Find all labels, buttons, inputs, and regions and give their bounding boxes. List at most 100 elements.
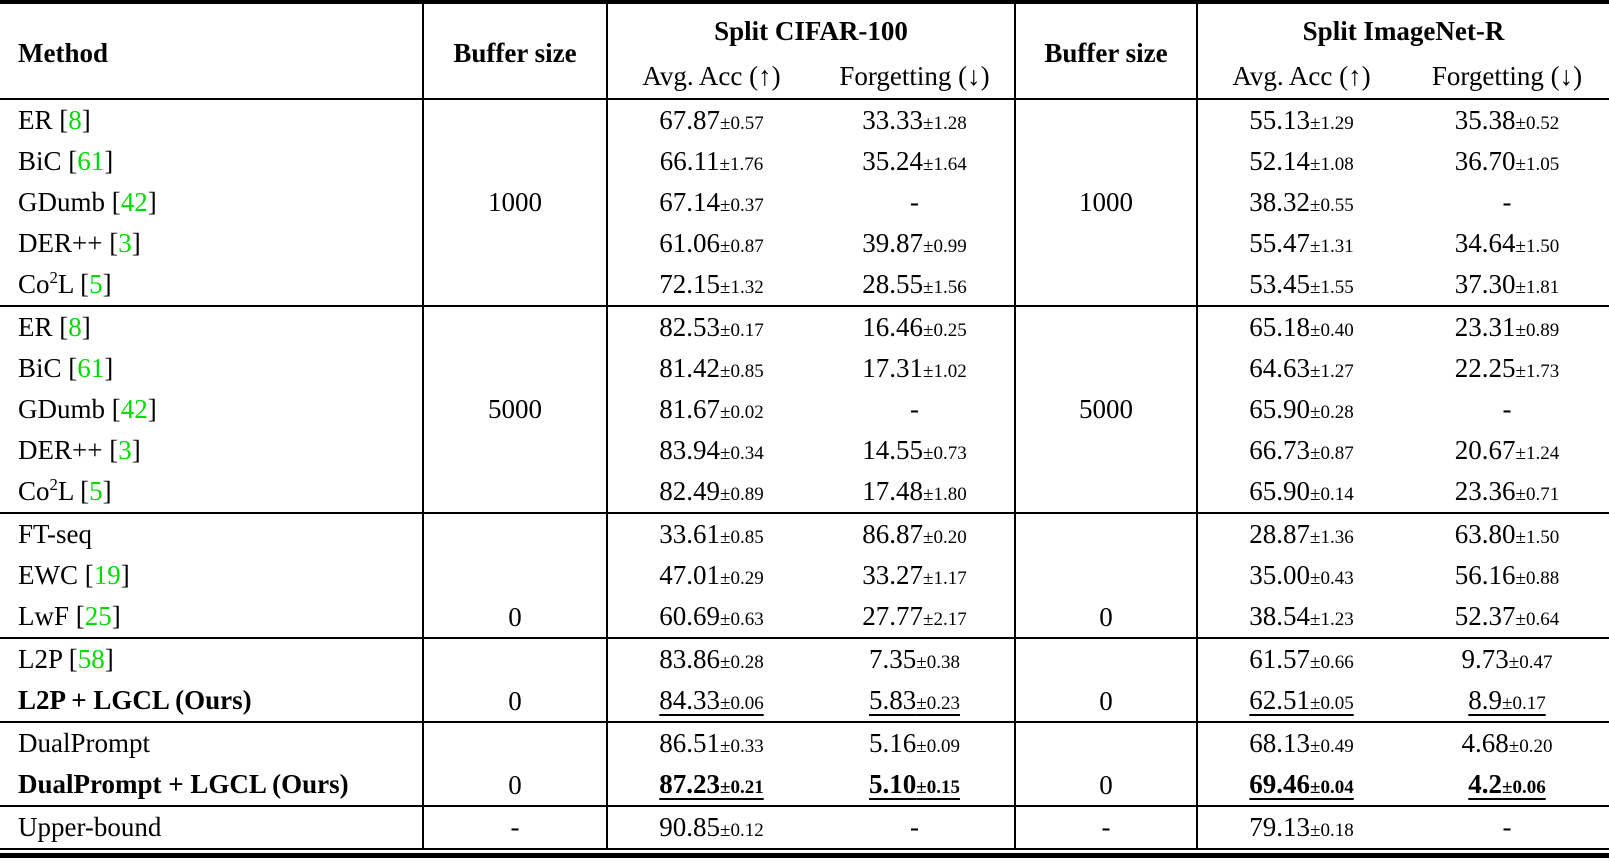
method-name: L2P (18, 644, 63, 674)
citation-link[interactable]: 25 (84, 601, 112, 631)
std-dev: ±1.80 (923, 484, 967, 505)
std-dev: ±1.17 (923, 568, 967, 589)
citation-link[interactable]: 61 (77, 353, 105, 383)
col-header-method: Method (18, 37, 108, 68)
metric-value: 69.46±0.04 (1249, 769, 1354, 799)
metric-value: 33.33±1.28 (862, 105, 967, 135)
value-cell: 81.67±0.02 (607, 389, 815, 430)
value-cell: 5.10±0.15 (815, 764, 1015, 806)
col-header-buffer-size: Buffer size (422, 2, 608, 99)
method-name: DER++ (18, 435, 103, 465)
metric-value: 27.77±2.17 (862, 601, 967, 631)
value-cell: 5.83±0.23 (815, 680, 1015, 722)
metric-value: 81.67±0.02 (659, 394, 764, 424)
value-cell: 81.42±0.85 (607, 348, 815, 389)
col-header-split-cifar-100: Split CIFAR-100 (714, 15, 908, 46)
std-dev: ±0.87 (1310, 443, 1354, 464)
metric-value: 7.35±0.38 (869, 644, 960, 674)
value-cell: 17.48±1.80 (815, 471, 1015, 513)
value-cell: 33.33±1.28 (815, 99, 1015, 141)
value-cell: 4.2±0.06 (1405, 764, 1609, 806)
method-name: GDumb (18, 187, 105, 217)
metric-value: - (910, 187, 919, 217)
citation-link[interactable]: 3 (118, 435, 132, 465)
value-cell: 5.16±0.09 (815, 721, 1016, 764)
method-cell: Co2L [5] (18, 268, 112, 299)
metric-value: 20.67±1.24 (1454, 435, 1560, 465)
buffer-size-cell-cifar: 0 (422, 637, 608, 722)
method-name: L2P + LGCL (Ours) (18, 685, 252, 715)
std-dev: ±1.36 (1310, 527, 1354, 548)
metric-value: 47.01±0.29 (659, 560, 764, 590)
metric-value: 65.90±0.28 (1249, 394, 1354, 424)
citation-link[interactable]: 19 (93, 560, 121, 590)
value-cell: 20.67±1.24 (1405, 430, 1609, 471)
std-dev: ±0.73 (923, 443, 967, 464)
metric-value: 84.33±0.06 (659, 685, 764, 715)
citation-link[interactable]: 5 (89, 269, 103, 299)
buffer-size-cell-cifar: 0 (422, 512, 608, 638)
metric-value: 83.86±0.28 (659, 644, 764, 674)
table-row: GDumb [42] 81.67±0.02 - 65.90±0.28 - (0, 389, 1609, 430)
metric-value: 33.27±1.17 (862, 560, 967, 590)
std-dev: ±1.50 (1515, 527, 1560, 548)
metric-value: 34.64±1.50 (1454, 228, 1560, 258)
buffer-size-cell-cifar: 5000 (422, 305, 608, 513)
value-cell: - (1405, 805, 1609, 849)
buffer-size-cell-imagenet: 0 (1014, 512, 1199, 638)
value-cell: 62.51±0.05 (1197, 680, 1405, 722)
value-cell: 83.86±0.28 (607, 637, 815, 680)
metric-value: - (1502, 394, 1512, 424)
std-dev: ±0.57 (720, 113, 764, 134)
value-cell: 64.63±1.27 (1197, 348, 1405, 389)
std-dev: ±1.27 (1310, 361, 1354, 382)
metric-value: 61.06±0.87 (659, 228, 764, 258)
method-name: Co (18, 269, 50, 299)
value-cell: 28.87±1.36 (1197, 512, 1406, 555)
value-cell: - (815, 805, 1016, 849)
metric-value: 82.53±0.17 (659, 312, 764, 342)
citation-link[interactable]: 8 (68, 105, 82, 135)
metric-value: 35.38±0.52 (1454, 105, 1560, 135)
method-cell: DualPrompt (0, 721, 423, 764)
value-cell: 27.77±2.17 (815, 596, 1015, 638)
std-dev: ±1.73 (1515, 361, 1560, 382)
method-name: DualPrompt (18, 728, 150, 758)
metric-value: 35.00±0.43 (1249, 560, 1354, 590)
buffer-size-cell-imagenet: 0 (1014, 721, 1199, 806)
std-dev: ±2.17 (923, 609, 967, 630)
table-row: ER [8] 5000 82.53±0.17 16.46±0.25 5000 65.18±… (0, 305, 1609, 513)
citation-link[interactable]: 58 (77, 644, 105, 674)
std-dev: ±0.05 (1310, 693, 1354, 714)
table-row: DER++ [3] 83.94±0.34 14.55±0.73 66.73±0.87 2… (0, 430, 1609, 471)
std-dev: ±0.34 (720, 443, 764, 464)
std-dev: ±1.05 (1515, 154, 1560, 175)
buffer-size-cell-imagenet: 5000 (1014, 305, 1199, 513)
std-dev: ±0.55 (1310, 195, 1354, 216)
value-cell: 86.51±0.33 (607, 721, 815, 764)
metric-value: 28.55±1.56 (862, 269, 967, 299)
metric-value: 9.73±0.47 (1461, 644, 1553, 674)
metric-value: 60.69±0.63 (659, 601, 764, 631)
buffer-size-cell-imagenet: 1000 (1014, 99, 1199, 306)
value-cell: - (1405, 389, 1609, 430)
table-row: BiC [61] 66.11±1.76 35.24±1.64 52.14±1.08 36… (0, 141, 1609, 182)
buffer-size-cell-imagenet: 0 (1014, 637, 1199, 722)
value-cell: 37.30±1.81 (1405, 264, 1609, 306)
metric-value: 23.36±0.71 (1454, 476, 1560, 506)
citation-link[interactable]: 3 (118, 228, 132, 258)
value-cell: 8.9±0.17 (1405, 680, 1609, 722)
std-dev: ±0.28 (720, 652, 764, 673)
citation-link[interactable]: 5 (89, 476, 103, 506)
citation-link[interactable]: 42 (120, 187, 148, 217)
value-cell: 82.49±0.89 (607, 471, 815, 513)
citation-link[interactable]: 61 (77, 146, 105, 176)
citation-link[interactable]: 8 (68, 312, 82, 342)
std-dev: ±0.33 (720, 736, 764, 757)
citation-link[interactable]: 42 (120, 394, 148, 424)
value-cell: 55.13±1.29 (1197, 99, 1405, 141)
buffer-size-cell-cifar: 0 (422, 721, 608, 806)
value-cell: 84.33±0.06 (607, 680, 815, 722)
method-cell: BiC [61] (18, 353, 114, 383)
